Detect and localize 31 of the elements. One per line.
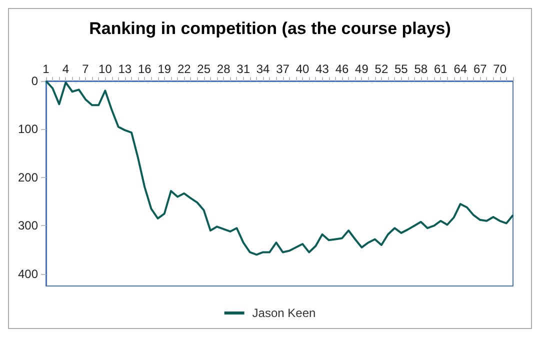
x-tick-label: 31: [236, 62, 250, 76]
chart-title: Ranking in competition (as the course plays): [89, 19, 451, 38]
x-tick-label: 19: [158, 62, 172, 76]
y-tick-label: 0: [31, 74, 38, 88]
x-tick-label: 43: [316, 62, 330, 76]
x-tick-label: 70: [493, 62, 507, 76]
x-tick-label: 46: [335, 62, 349, 76]
x-tick-label: 4: [62, 62, 70, 76]
x-tick-label: 49: [355, 62, 369, 76]
x-tick-label: 34: [256, 62, 270, 76]
y-tick-label: 200: [18, 170, 38, 184]
x-tick-label: 58: [414, 62, 428, 76]
x-tick-label: 16: [138, 62, 152, 76]
x-tick-label: 1: [42, 62, 50, 76]
x-tick-label: 37: [276, 62, 290, 76]
x-tick-label: 52: [374, 62, 388, 76]
x-tick-label: 61: [434, 62, 448, 76]
x-tick-label: 22: [177, 62, 192, 76]
x-tick-label: 25: [197, 62, 211, 76]
x-tick-label: 28: [216, 62, 231, 76]
x-tick-label: 10: [98, 62, 112, 76]
x-tick-label: 40: [296, 62, 310, 76]
x-tick-label: 67: [473, 62, 488, 76]
y-tick-label: 300: [18, 218, 38, 233]
x-tick-label: 13: [118, 62, 132, 76]
y-tick-label: 400: [18, 266, 38, 281]
y-tick-label: 100: [18, 122, 38, 136]
x-tick-label: 7: [82, 62, 90, 76]
legend-label: Jason Keen: [252, 306, 316, 320]
x-tick-label: 55: [394, 62, 408, 76]
x-tick-label: 64: [454, 62, 468, 76]
